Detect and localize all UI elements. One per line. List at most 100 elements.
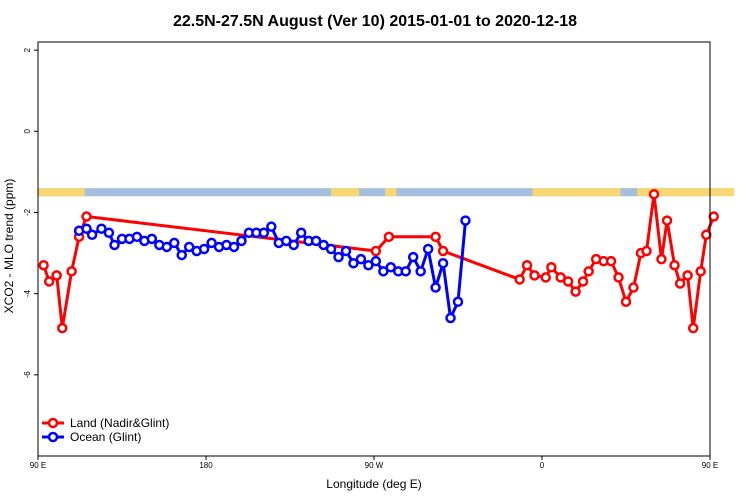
land-band [38,188,85,197]
data-point [407,251,419,263]
data-point [146,233,158,245]
legend-label: Ocean (Glint) [70,430,141,444]
data-point [81,223,92,234]
series-layer [38,188,719,334]
data-point [318,239,329,251]
data-point [620,296,632,308]
y-tick-label: 0 [23,129,32,134]
data-point [355,253,367,265]
data-point [43,276,55,287]
legend: Land (Nadir&Glint)Ocean (Glint) [42,416,169,444]
land-ocean-strip [38,188,735,197]
data-point [281,235,292,247]
data-point [228,241,240,253]
legend-item: Ocean (Glint) [42,430,141,444]
data-point [529,270,540,281]
data-point [613,272,624,283]
data-point [577,276,589,287]
data-point [385,262,397,273]
legend-swatch-point [47,431,59,443]
data-point [562,276,574,287]
data-point [370,245,382,257]
data-point [38,259,49,271]
data-point [348,257,359,269]
data-point [521,259,533,271]
data-point [51,270,62,281]
data-point [176,249,187,261]
y-axis-label: XCO2 - MLO trend (ppm) [2,179,16,314]
legend-label: Land (Nadir&Glint) [70,416,169,430]
data-point [161,241,173,253]
x-axis: 90 E 180 90 W 0 90 E [30,456,718,470]
data-point [288,239,299,251]
y-axis: 2 0 -2 -4 -6 [23,47,38,378]
data-point [415,266,426,277]
series-ocean [73,215,471,324]
data-point [198,243,210,255]
data-point [383,231,395,243]
land-band [385,188,397,197]
land-band [331,188,360,197]
legend-swatch-point [47,417,59,429]
data-point [445,312,456,324]
y-tick-label: -4 [23,290,32,298]
data-point [460,215,471,226]
data-point [333,251,344,263]
y-tick-label: 2 [23,47,32,52]
data-point [708,211,719,222]
x-tick-label: 90 E [702,461,718,470]
ocean-band [38,188,710,197]
data-point [206,237,217,249]
data-point [236,235,247,247]
data-point [169,237,180,249]
data-point [514,274,525,285]
data-point [310,235,322,247]
data-point [570,286,581,297]
data-point [669,259,680,271]
land-band [532,188,621,197]
x-axis-label: Longitude (deg E) [326,477,421,491]
data-point [695,266,706,277]
data-point [81,211,92,222]
data-point [295,227,307,239]
data-point [66,266,77,277]
data-point [183,241,195,253]
data-point [583,266,594,277]
data-point [325,243,337,255]
data-point [641,245,652,257]
legend-item: Land (Nadir&Glint) [42,416,169,430]
data-point [555,272,566,283]
data-point [430,282,441,293]
data-point [96,223,107,234]
chart-title: 22.5N-27.5N August (Ver 10) 2015-01-01 t… [173,13,577,30]
data-point [103,227,115,239]
data-point [628,282,639,293]
data-point [546,262,557,273]
x-tick-label: 90 E [30,461,46,470]
data-point [687,322,699,334]
data-point [57,322,68,334]
x-tick-label: 180 [199,461,213,470]
data-point [452,296,464,308]
data-point [605,255,617,267]
y-tick-label: -2 [23,208,32,216]
data-point [378,266,389,277]
data-point [656,253,667,265]
y-tick-label: -6 [23,371,32,379]
data-point [400,266,411,277]
data-point [131,231,143,243]
data-point [682,270,693,281]
data-point [430,231,441,243]
land-band [637,188,735,197]
data-point [109,239,120,251]
data-point [648,188,660,200]
data-point [258,227,270,239]
x-tick-label: 0 [540,461,545,470]
data-point [540,272,551,283]
data-point [340,245,352,257]
data-point [701,229,712,241]
series-land [38,188,719,334]
data-point [674,278,686,289]
data-point [370,255,382,267]
